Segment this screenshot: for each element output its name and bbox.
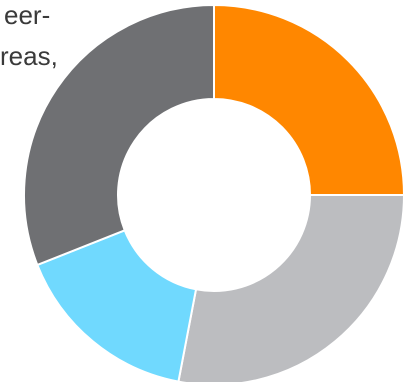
donut-slice-2 — [177, 194, 406, 382]
background-text-fragment: reas, — [0, 41, 58, 71]
background-text-fragment: eer- — [4, 0, 51, 30]
donut-slice-4 — [23, 3, 215, 267]
donut-slice-1 — [213, 3, 406, 196]
donut-slice-3 — [36, 229, 198, 382]
